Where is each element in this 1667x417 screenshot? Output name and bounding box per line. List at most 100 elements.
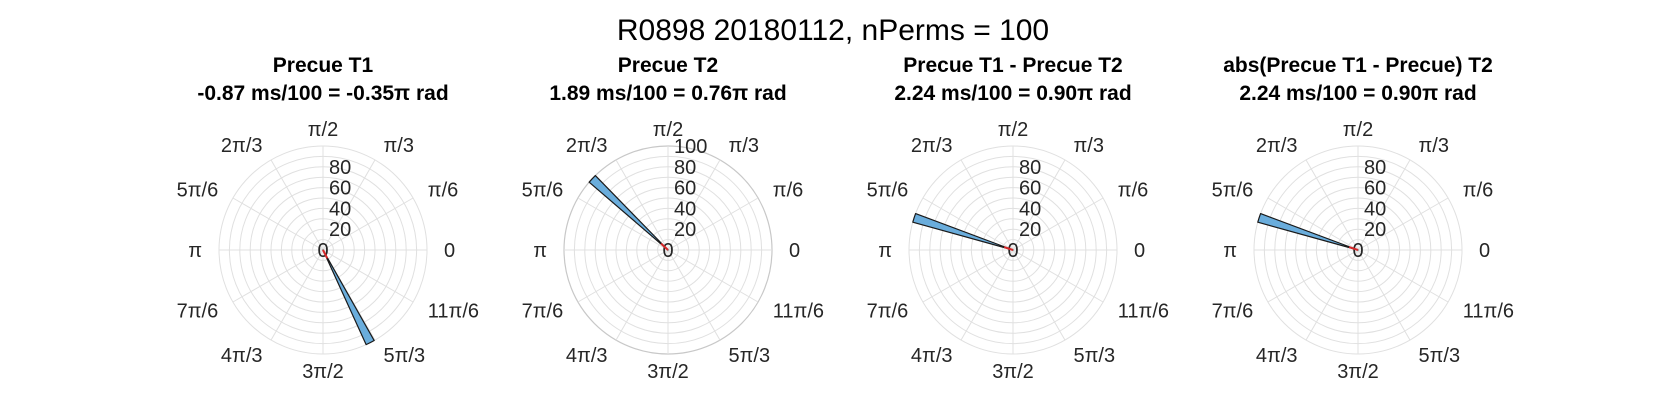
angle-tick-label: π/2	[653, 119, 683, 141]
angle-tick-label: π/6	[773, 180, 803, 202]
panel-title: Precue T1	[273, 54, 374, 77]
angle-tick-label: 4π/3	[221, 345, 263, 367]
radial-zero-label: 0	[1007, 240, 1018, 262]
angular-grid-spoke	[1267, 197, 1359, 251]
angular-grid-spoke	[960, 159, 1014, 251]
angular-grid-spoke	[270, 249, 324, 341]
radial-tick-label: 20	[329, 219, 351, 241]
radial-tick-label: 60	[329, 178, 351, 200]
angle-tick-label: π	[188, 240, 202, 262]
angle-tick-label: 4π/3	[911, 345, 953, 367]
angle-tick-label: π/2	[308, 119, 338, 141]
angular-grid-spoke	[577, 197, 669, 251]
angle-tick-label: 5π/3	[384, 345, 426, 367]
angle-tick-label: 7π/6	[867, 301, 909, 323]
angular-grid-spoke	[1357, 197, 1449, 251]
radial-zero-label: 0	[662, 240, 673, 262]
angular-grid-spoke	[1357, 159, 1411, 251]
angular-grid-spoke	[1267, 249, 1359, 303]
angle-tick-label: 3π/2	[1337, 361, 1379, 383]
radial-tick-label: 60	[1364, 178, 1386, 200]
radial-zero-label: 0	[1352, 240, 1363, 262]
angle-tick-label: 3π/2	[992, 361, 1034, 383]
polar-panel: abs(Precue T1 - Precue) T2 2.24 ms/100 = …	[1212, 54, 1514, 383]
angle-tick-label: 7π/6	[1212, 301, 1254, 323]
figure-title: R0898 20180112, nPerms = 100	[617, 14, 1049, 47]
angle-tick-label: 5π/6	[867, 180, 909, 202]
angular-grid-spoke	[577, 249, 669, 303]
radial-tick-label: 20	[674, 219, 696, 241]
angle-tick-label: 0	[444, 240, 455, 262]
radial-tick-label: 40	[329, 198, 351, 220]
angular-grid-spoke	[1012, 159, 1066, 251]
angle-tick-label: 7π/6	[522, 301, 564, 323]
angle-tick-label: 5π/6	[177, 180, 219, 202]
angle-tick-label: π	[533, 240, 547, 262]
angle-tick-label: π/6	[1463, 180, 1493, 202]
angular-grid-spoke	[232, 249, 324, 303]
panel-subtitle: 2.24 ms/100 = 0.90π rad	[894, 82, 1131, 105]
radial-tick-label: 100	[674, 136, 707, 158]
histogram-bar	[1257, 212, 1359, 251]
angle-tick-label: π/3	[1074, 135, 1104, 157]
angular-grid-spoke	[1012, 249, 1066, 341]
angle-tick-label: π/6	[1118, 180, 1148, 202]
histogram-bar	[912, 212, 1014, 251]
angular-grid-spoke	[667, 159, 721, 251]
angle-tick-label: π/2	[998, 119, 1028, 141]
radial-tick-label: 80	[1019, 157, 1041, 179]
angular-grid-spoke	[270, 159, 324, 251]
radial-tick-label: 20	[1364, 219, 1386, 241]
angle-tick-label: 2π/3	[911, 135, 953, 157]
radial-tick-label: 20	[1019, 219, 1041, 241]
angle-tick-label: 7π/6	[177, 301, 219, 323]
angle-tick-label: π/6	[428, 180, 458, 202]
angular-grid-spoke	[1012, 249, 1104, 303]
radial-tick-label: 60	[674, 178, 696, 200]
radial-tick-label: 40	[1364, 198, 1386, 220]
angle-tick-label: 11π/6	[773, 301, 824, 323]
angle-tick-label: π/3	[384, 135, 414, 157]
angle-tick-label: 11π/6	[428, 301, 479, 323]
panel-title: Precue T1 - Precue T2	[903, 54, 1122, 77]
angular-grid-spoke	[1305, 249, 1359, 341]
angle-tick-label: 2π/3	[221, 135, 263, 157]
mean-direction-arrow	[322, 249, 329, 259]
angular-grid-spoke	[322, 159, 376, 251]
angle-tick-label: 11π/6	[1463, 301, 1514, 323]
angular-grid-spoke	[922, 249, 1014, 303]
angle-tick-label: π	[1223, 240, 1237, 262]
angular-grid-spoke	[322, 249, 414, 303]
radial-tick-label: 80	[329, 157, 351, 179]
angular-grid-spoke	[615, 249, 669, 341]
angular-grid-spoke	[1357, 249, 1449, 303]
mean-direction-arrow	[660, 242, 669, 251]
radial-tick-label: 60	[1019, 178, 1041, 200]
angle-tick-label: 5π/3	[1419, 345, 1461, 367]
polar-panel: Precue T1 -0.87 ms/100 = -0.35π rad 204060…	[177, 54, 479, 383]
angular-grid-spoke	[232, 197, 324, 251]
radial-tick-label: 40	[674, 198, 696, 220]
angular-grid-spoke	[667, 249, 721, 341]
panel-subtitle: -0.87 ms/100 = -0.35π rad	[197, 82, 448, 105]
angle-tick-label: 2π/3	[1256, 135, 1298, 157]
angular-grid-spoke	[667, 249, 759, 303]
panel-subtitle: 1.89 ms/100 = 0.76π rad	[549, 82, 786, 105]
panel-title: abs(Precue T1 - Precue) T2	[1223, 54, 1493, 77]
radial-tick-label: 80	[1364, 157, 1386, 179]
angle-tick-label: π	[878, 240, 892, 262]
angle-tick-label: 5π/6	[1212, 180, 1254, 202]
angle-tick-label: 5π/3	[1074, 345, 1116, 367]
angle-tick-label: 3π/2	[647, 361, 689, 383]
mean-direction-arrow	[1348, 246, 1359, 251]
polar-panels: Precue T1-0.87 ms/100 = -0.35π rad204060…	[177, 54, 1514, 383]
angular-grid-spoke	[615, 159, 669, 251]
radial-tick-label: 80	[674, 157, 696, 179]
polar-panel: Precue T1 - Precue T2 2.24 ms/100 = 0.90π…	[867, 54, 1169, 383]
angle-tick-label: 5π/6	[522, 180, 564, 202]
angle-tick-label: 0	[789, 240, 800, 262]
angular-grid-spoke	[960, 249, 1014, 341]
angle-tick-label: π/3	[729, 135, 759, 157]
angular-grid-spoke	[922, 197, 1014, 251]
